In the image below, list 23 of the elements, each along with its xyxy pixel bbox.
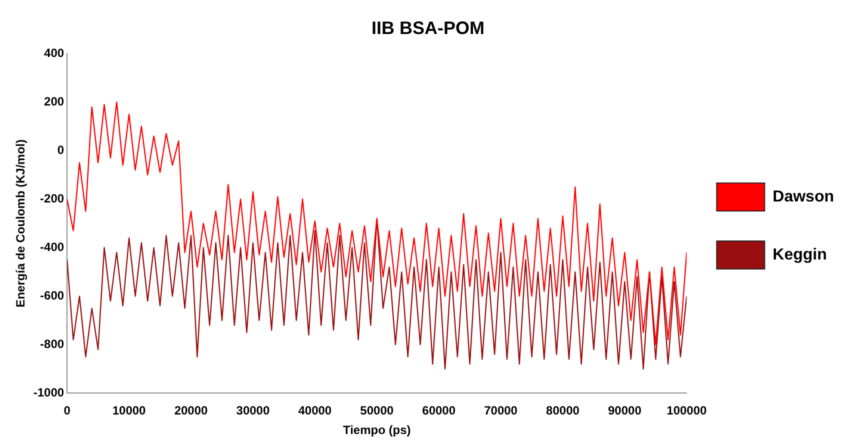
y-tick-label: 200 [44, 94, 64, 108]
x-tick-label: 30000 [236, 404, 270, 418]
chart-title: IIB BSA-POM [371, 18, 485, 38]
x-tick-label: 50000 [360, 404, 394, 418]
x-axis-title: Tiempo (ps) [342, 423, 411, 438]
legend-label: Dawson [772, 188, 834, 206]
x-tick-label: 80000 [546, 404, 580, 418]
y-tick-label: 400 [44, 46, 64, 60]
x-tick-label: 20000 [174, 404, 208, 418]
x-tick-label: 90000 [608, 404, 642, 418]
y-tick-label: -200 [40, 191, 64, 206]
y-tick-label: 0 [57, 142, 64, 157]
y-tick-label: -800 [40, 337, 64, 351]
x-tick-label: 40000 [298, 404, 332, 418]
y-tick-label: -1000 [33, 386, 64, 400]
legend-label: Keggin [772, 246, 827, 264]
x-tick-label: 70000 [484, 404, 518, 418]
x-tick-label: 10000 [112, 404, 146, 418]
x-tick-label: 60000 [422, 404, 456, 418]
y-tick-label: -400 [40, 240, 64, 254]
y-axis-title: Energía de Coulomb (KJ/mol) [14, 139, 28, 308]
y-tick-label: -600 [40, 288, 64, 302]
x-tick-label: 100000 [666, 404, 707, 418]
